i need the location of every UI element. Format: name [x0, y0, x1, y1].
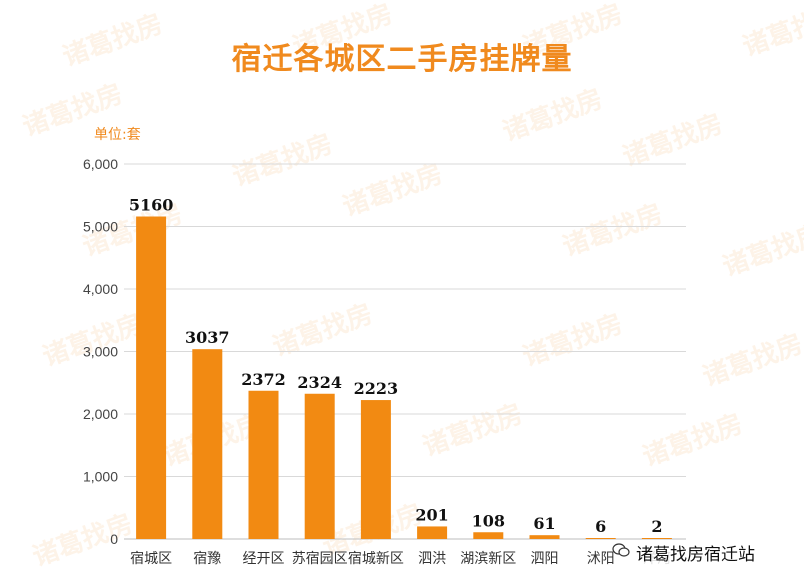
data-label: 3037	[185, 328, 230, 347]
bar	[585, 538, 616, 539]
data-label: 201	[415, 505, 448, 524]
source-label: 诸葛找房宿迁站	[636, 540, 755, 565]
x-tick-label: 宿豫	[193, 550, 221, 565]
x-tick-label: 宿城区	[130, 550, 172, 565]
x-tick-label: 泗洪	[418, 551, 446, 565]
bar	[304, 393, 335, 539]
y-tick-label: 4,000	[83, 281, 118, 297]
unit-label: 单位:套	[94, 127, 141, 143]
bar	[192, 349, 223, 539]
bar	[529, 535, 560, 539]
wechat-icon	[612, 543, 630, 557]
x-tick-label: 宿城新区	[348, 550, 404, 565]
data-label: 5160	[129, 196, 174, 215]
bar	[641, 538, 672, 539]
y-tick-label: 5,000	[83, 219, 118, 235]
data-label: 6	[595, 517, 606, 536]
bar	[473, 532, 504, 539]
y-tick-label: 2,000	[83, 406, 118, 422]
data-label: 2	[651, 517, 662, 536]
bar	[248, 390, 279, 539]
x-tick-label: 沭阳	[587, 551, 615, 565]
chart-title: 宿迁各城区二手房挂牌量	[231, 42, 573, 77]
x-tick-label: 苏宿园区	[292, 550, 348, 565]
x-tick-label: 湖滨新区	[460, 551, 516, 565]
data-label: 2324	[297, 373, 342, 392]
y-tick-label: 1,000	[83, 469, 118, 485]
y-tick-label: 6,000	[83, 156, 118, 172]
data-label: 2372	[241, 370, 286, 389]
data-label: 2223	[354, 379, 399, 398]
y-tick-label: 0	[110, 531, 118, 547]
bar	[136, 216, 167, 539]
bar	[360, 400, 391, 539]
x-tick-label: 经开区	[243, 551, 285, 565]
data-label: 61	[533, 514, 555, 533]
x-tick-label: 泗阳	[531, 551, 559, 565]
data-label: 108	[472, 511, 505, 530]
bar	[417, 526, 448, 539]
y-tick-label: 3,000	[83, 344, 118, 360]
